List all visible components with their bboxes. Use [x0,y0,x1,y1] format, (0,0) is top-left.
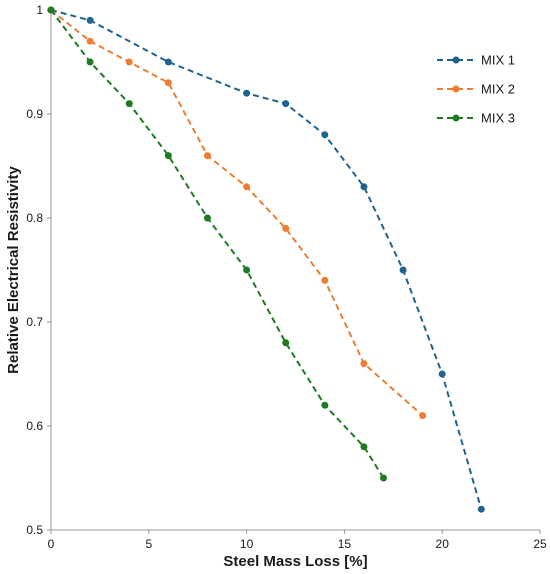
y-tick-label: 0.6 [26,419,43,433]
data-point [477,505,485,513]
y-tick-label: 1 [36,3,43,17]
legend-item: MIX 1 [437,53,515,68]
legend-marker [452,85,460,93]
data-point [203,152,211,160]
series-line [50,9,483,510]
series-layer [47,6,485,513]
data-point [164,58,172,66]
data-point [243,183,251,191]
data-point [86,37,94,45]
x-axis-title: Steel Mass Loss [%] [223,553,367,570]
legend-label: MIX 2 [481,82,515,97]
data-point [164,79,172,87]
x-tick-label: 20 [436,537,450,551]
data-point [360,183,368,191]
y-axis-title: Relative Electrical Resistivity [5,166,22,374]
legend: MIX 1 MIX 2 MIX 3 [437,53,515,126]
series-line [50,9,385,479]
x-axis-ticks: 0 5 10 15 20 25 [48,530,547,551]
legend-label: MIX 1 [481,53,515,68]
y-tick-label: 0.8 [26,211,43,225]
data-point [438,370,446,378]
data-point [321,401,329,409]
x-tick-label: 15 [338,537,352,551]
data-point [282,224,290,232]
data-point [243,266,251,274]
x-tick-label: 0 [48,537,55,551]
series-line [50,9,424,417]
legend-marker [452,56,460,64]
x-tick-label: 10 [240,537,254,551]
axes [50,10,540,531]
data-point [282,100,290,108]
data-point [47,6,55,14]
data-point [164,152,172,160]
legend-marker [452,114,460,122]
data-point [86,16,94,24]
y-axis-ticks: 0.5 0.6 0.7 0.8 0.9 1 [26,3,51,537]
data-point [203,214,211,222]
y-tick-label: 0.9 [26,107,43,121]
data-point [360,443,368,451]
x-tick-label: 25 [533,537,547,551]
data-point [399,266,407,274]
data-point [321,131,329,139]
series-3 [47,6,388,482]
data-point [86,58,94,66]
data-point [360,360,368,368]
y-tick-label: 0.5 [26,523,43,537]
data-point [125,100,133,108]
data-point [419,412,427,420]
legend-item: MIX 2 [437,82,515,97]
legend-label: MIX 3 [481,111,515,126]
data-point [380,474,388,482]
x-tick-label: 5 [145,537,152,551]
y-tick-label: 0.7 [26,315,43,329]
data-point [282,339,290,347]
data-point [125,58,133,66]
data-point [243,89,251,97]
data-point [321,276,329,284]
legend-item: MIX 3 [437,111,515,126]
